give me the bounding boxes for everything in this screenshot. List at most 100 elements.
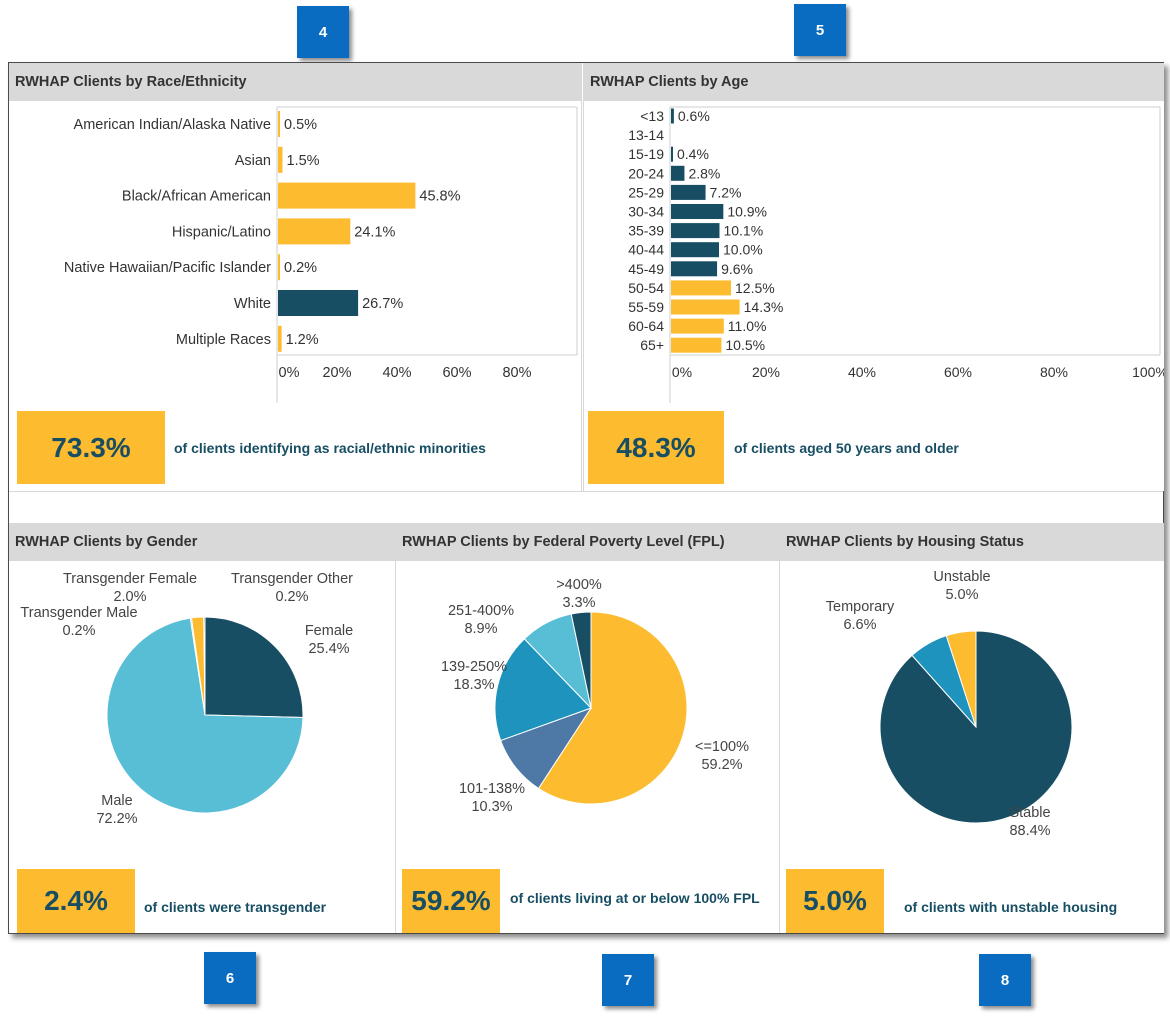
callout-6: 6 [204, 952, 256, 1004]
x-tick-label: 80% [1040, 364, 1068, 380]
race-panel: RWHAP Clients by Race/Ethnicity American… [9, 63, 582, 491]
callout-7: 7 [602, 954, 654, 1006]
category-label: 15-19 [628, 146, 664, 162]
bar [671, 299, 740, 315]
housing-stat-text: of clients with unstable housing [904, 899, 1118, 915]
bar [671, 242, 719, 258]
slice-label: 251-400% [448, 603, 514, 619]
slice-label: Stable [1009, 805, 1050, 821]
bar [278, 254, 280, 281]
slice-label: Female [305, 623, 353, 639]
x-tick-label: 60% [944, 364, 972, 380]
x-tick-label: 40% [382, 365, 411, 381]
slice-value-label: 0.2% [62, 623, 95, 639]
age-panel: RWHAP Clients by Age <13 0.6% 13-14 15-19 0.… [583, 63, 1164, 491]
housing-stat-value: 5.0% [786, 869, 884, 933]
pie-slice [945, 630, 977, 728]
category-label: Black/African American [122, 189, 271, 205]
bar [671, 165, 685, 181]
slice-value-label: 59.2% [701, 757, 742, 773]
slice-label: Transgender Female [63, 571, 197, 587]
category-label: 55-59 [628, 299, 664, 315]
slice-label: Temporary [826, 599, 895, 615]
row-divider [9, 491, 1163, 492]
pie-slice [203, 616, 206, 716]
data-label: 0.5% [284, 117, 317, 133]
slice-label: Male [101, 793, 132, 809]
bar [278, 146, 283, 173]
slice-label: >400% [556, 577, 602, 593]
housing-pie-chart: Stable 88.4% Temporary 6.6% Unstable 5.0% [826, 569, 1073, 839]
bar [671, 337, 722, 353]
x-tick-label: 40% [848, 364, 876, 380]
x-tick-label: 100% [1132, 364, 1164, 380]
callout-4: 4 [297, 6, 349, 58]
data-label: 0.2% [284, 260, 317, 276]
slice-label: 139-250% [441, 659, 507, 675]
category-label: 30-34 [628, 204, 664, 220]
data-label: 10.9% [727, 204, 767, 220]
slice-value-label: 18.3% [453, 677, 494, 693]
slice-label: 101-138% [459, 781, 525, 797]
bar [671, 280, 731, 296]
data-label: 10.0% [723, 242, 763, 258]
data-label: 7.2% [710, 184, 742, 200]
bar [671, 261, 718, 277]
category-label: Hispanic/Latino [172, 224, 271, 240]
slice-label: <=100% [695, 739, 749, 755]
gender-pie-chart: Female 25.4% Male 72.2% Transgender Male 0.2%… [20, 571, 353, 827]
category-label: American Indian/Alaska Native [74, 117, 271, 133]
slice-value-label: 8.9% [464, 621, 497, 637]
category-label: Multiple Races [176, 332, 271, 348]
bar [671, 184, 706, 200]
data-label: 11.0% [728, 318, 767, 334]
data-label: 1.5% [287, 153, 320, 169]
fpl-pie-chart: <=100% 59.2% 101-138% 10.3% 139-250% 18.3% 251… [441, 577, 749, 815]
pie-slice [106, 617, 304, 814]
category-label: Native Hawaiian/Pacific Islander [64, 260, 271, 276]
gender-panel: RWHAP Clients by Gender Female 25.4% Male 7… [9, 523, 396, 933]
fpl-stat-text: of clients living at or below 100% FPL [510, 890, 760, 906]
slice-label: Transgender Male [20, 605, 137, 621]
x-tick-label: 20% [752, 364, 780, 380]
race-stat-text: of clients identifying as racial/ethnic … [174, 440, 486, 456]
slice-value-label: 10.3% [471, 799, 512, 815]
data-label: 0.4% [677, 146, 709, 162]
slice-label: Unstable [933, 569, 990, 585]
data-label: 10.1% [723, 223, 763, 239]
housing-panel-title: RWHAP Clients by Housing Status [780, 523, 1164, 561]
slice-value-label: 72.2% [96, 811, 137, 827]
data-label: 45.8% [419, 189, 460, 205]
housing-panel: RWHAP Clients by Housing Status Stable 88… [779, 523, 1164, 933]
bar [671, 223, 720, 239]
data-label: 14.3% [744, 299, 784, 315]
age-bar-chart: <13 0.6% 13-14 15-19 0.4% 20-24 2.8% 25-29 7.2% 3… [628, 106, 1164, 403]
race-stat-value: 73.3% [17, 411, 165, 484]
data-label: 24.1% [354, 224, 395, 240]
x-tick-label: 0% [672, 364, 692, 380]
data-label: 0.6% [678, 108, 710, 124]
pie-slice [204, 616, 304, 718]
category-label: 65+ [640, 337, 664, 353]
bar [671, 318, 724, 334]
data-label: 2.8% [688, 165, 720, 181]
data-label: 9.6% [721, 261, 753, 277]
callout-5: 5 [794, 4, 846, 56]
pie-slice [537, 611, 688, 805]
bar [671, 204, 724, 219]
bar [671, 108, 674, 124]
data-label: 10.5% [725, 337, 765, 353]
race-bar-chart: American Indian/Alaska Native 0.5% Asian 1.… [64, 106, 578, 403]
age-panel-title: RWHAP Clients by Age [584, 63, 1164, 101]
category-label: 40-44 [628, 242, 664, 258]
category-label: Asian [235, 153, 271, 169]
x-tick-label: 0% [279, 365, 300, 381]
x-tick-label: 60% [442, 365, 471, 381]
x-tick-label: 80% [502, 365, 531, 381]
category-label: White [234, 296, 271, 312]
pie-slice [494, 638, 592, 742]
category-label: 35-39 [628, 223, 664, 239]
dashboard-frame: RWHAP Clients by Race/Ethnicity American… [8, 62, 1164, 934]
age-stat-value: 48.3% [588, 411, 724, 484]
slice-value-label: 3.3% [562, 595, 595, 611]
